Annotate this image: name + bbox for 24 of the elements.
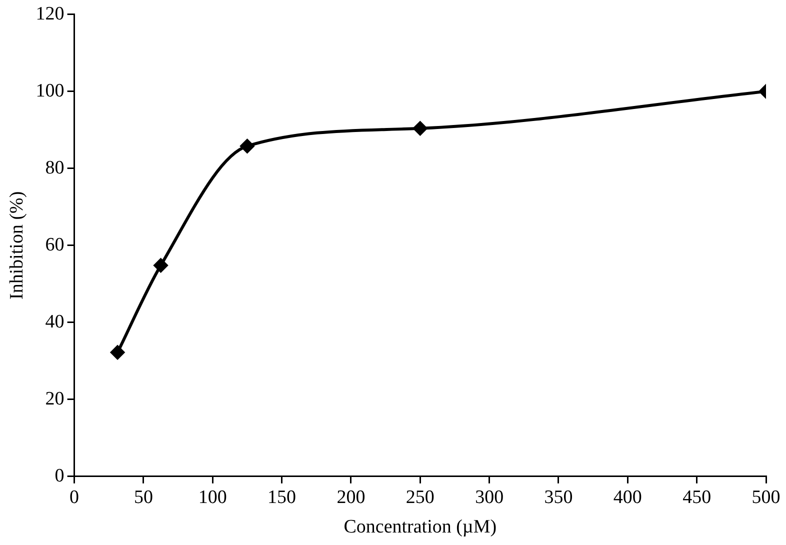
point bbox=[110, 345, 125, 360]
y-tick-label: 60 bbox=[45, 234, 64, 256]
x-tick-label: 500 bbox=[752, 486, 780, 508]
y-tick-label: 20 bbox=[45, 388, 64, 410]
y-tick-label: 40 bbox=[45, 311, 64, 332]
y-tick-label: 120 bbox=[36, 3, 64, 24]
x-tick-label: 450 bbox=[682, 486, 712, 508]
x-tick-label: 50 bbox=[134, 486, 153, 508]
x-tick-label: 350 bbox=[544, 486, 573, 508]
x-axis-title: Concentration (µM) bbox=[344, 516, 497, 538]
y-tick-label: 80 bbox=[45, 157, 64, 178]
x-tick-label: 0 bbox=[70, 486, 80, 508]
point bbox=[240, 139, 254, 154]
x-tick-label: 150 bbox=[268, 486, 296, 508]
x-tick-label: 100 bbox=[198, 486, 227, 508]
x-tick-label: 400 bbox=[613, 486, 642, 508]
y-axis-title: Inhibition (%) bbox=[6, 191, 28, 300]
y-tick-label: 0 bbox=[54, 465, 64, 486]
x-tick-label: 200 bbox=[336, 486, 366, 508]
y-tick-label: 100 bbox=[36, 80, 64, 102]
x-tick-label: 300 bbox=[475, 486, 504, 508]
point bbox=[413, 121, 428, 136]
x-tick-label: 250 bbox=[406, 486, 434, 508]
point bbox=[154, 258, 168, 272]
